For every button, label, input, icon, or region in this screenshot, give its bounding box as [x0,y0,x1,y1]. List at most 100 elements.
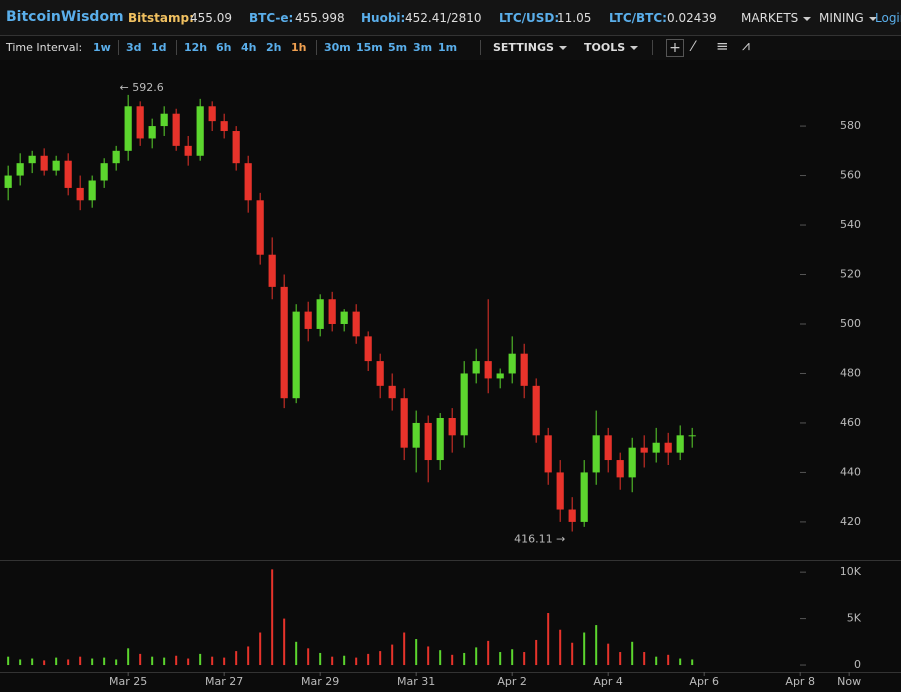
candle-body [568,509,576,522]
volume-bar [43,660,46,666]
volume-bar [271,569,274,666]
interval[interactable]: 15m [356,41,383,54]
volume-bar [19,659,22,666]
header: BitcoinWisdom Bitstamp: 455.09 BTC-e: 455.9… [0,0,901,36]
candle-body [424,422,432,461]
menu[interactable]: SETTINGS [493,41,567,54]
candle-body [136,106,144,139]
volume-bar [67,659,70,666]
candle-body [472,361,480,374]
volume-bar [175,655,178,666]
volume-bar [151,656,154,666]
candle-body [616,460,624,478]
x-tick-label: Now [837,675,861,688]
y-tick-label: 500 [840,317,861,330]
volume-bar [115,659,118,666]
ticker-label: Bitstamp: [128,11,194,25]
interval[interactable]: 3d [126,41,142,54]
volume-bar [355,657,358,666]
y-tick-label: 420 [840,515,861,528]
interval[interactable]: 12h [184,41,208,54]
volume-tick-label: 10K [840,565,862,578]
candle-body [196,106,204,156]
candle-body [520,353,528,386]
x-tick-label: Apr 4 [593,675,623,688]
ticker-label: LTC/BTC: [609,11,667,25]
x-tick-label: Mar 27 [205,675,243,688]
interval[interactable]: 1h [291,41,307,54]
candle-body [448,417,456,436]
ticker-label: LTC/USD: [499,11,560,25]
candle-body [328,299,336,324]
volume-bar [283,618,286,666]
interval[interactable]: 3m [413,41,433,54]
line-tool[interactable]: ⁄ [692,39,695,55]
volume-bar [343,655,346,666]
interval[interactable]: 1d [151,41,167,54]
candle-body [16,163,24,176]
candle-body [64,160,72,188]
interval[interactable]: 1m [438,41,458,54]
separator [316,40,317,55]
volume-bar [163,657,166,666]
volume-bar [331,656,334,666]
volume-bar [199,653,202,666]
interval[interactable]: 30m [324,41,351,54]
candle-body [676,435,684,453]
x-tick-label: Apr 2 [497,675,527,688]
candle-body [88,180,96,201]
background [0,60,901,692]
candle-body [604,435,612,461]
volume-bar [679,658,682,666]
volume-bar [643,652,646,666]
crosshair-tool[interactable]: + [666,39,684,57]
volume-bar [655,656,658,666]
volume-bar [319,652,322,666]
interval[interactable]: 6h [216,41,232,54]
candle-body [304,311,312,329]
volume-bar [475,647,478,666]
interval[interactable]: 1w [93,41,111,54]
candle-body [508,353,516,374]
hlines-tool[interactable]: ≡ [716,37,729,55]
volume-bar [259,632,262,666]
fan-tool[interactable]: ⩘ [742,38,750,54]
volume-bar [31,658,34,666]
volume-bar [571,642,574,666]
interval[interactable]: 2h [266,41,282,54]
brand[interactable]: BitcoinWisdom [6,9,124,25]
volume-bar [127,648,130,666]
y-tick-label: 440 [840,465,861,478]
menu[interactable]: MINING [819,11,877,25]
candle-body [400,398,408,448]
menu[interactable]: MARKETS [741,11,812,25]
interval[interactable]: 4h [241,41,257,54]
interval[interactable]: 5m [388,41,408,54]
separator [480,40,481,55]
volume-bar [451,654,454,666]
candle-body [124,106,132,151]
y-tick-label: 520 [840,268,861,281]
volume-bar [583,632,586,666]
candle-body [376,361,384,386]
candle-body [652,442,660,453]
candle-body [184,145,192,156]
separator [118,40,119,55]
volume-bar [667,654,670,666]
chart: 420 440 460 480 500 520 540 560 580 10K 5K 0 Mar 25 M… [0,60,901,692]
candle-body [28,155,36,164]
volume-bar [535,639,538,666]
login[interactable]: Login [875,11,901,25]
candle-body [316,299,324,329]
volume-bar [139,653,142,666]
price-annotation: ← 592.6 [120,81,164,94]
volume-bar [595,625,598,666]
y-tick-label: 540 [840,218,861,231]
ticker-value: 455.09 [190,11,232,25]
candle-body [628,447,636,478]
volume-bar [427,646,430,666]
volume-bar [247,646,250,666]
volume-tick-label: 0 [854,658,861,671]
menu[interactable]: TOOLS [584,41,639,54]
volume-bar [619,652,622,666]
